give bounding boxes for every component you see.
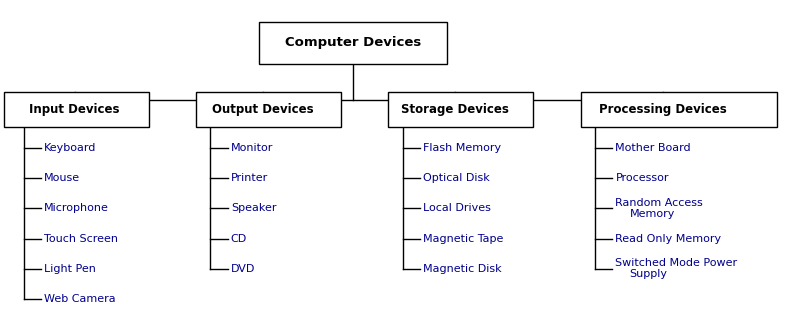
Text: Output Devices: Output Devices	[212, 103, 314, 116]
Text: Memory: Memory	[630, 209, 675, 219]
Text: Optical Disk: Optical Disk	[423, 173, 490, 183]
Text: Web Camera: Web Camera	[44, 294, 115, 304]
FancyBboxPatch shape	[581, 92, 777, 127]
Text: Speaker: Speaker	[231, 203, 276, 213]
Text: Monitor: Monitor	[231, 143, 273, 153]
Text: Processing Devices: Processing Devices	[600, 103, 727, 116]
Text: CD: CD	[231, 233, 247, 244]
Text: Supply: Supply	[630, 269, 667, 280]
Text: Switched Mode Power: Switched Mode Power	[615, 258, 738, 268]
Text: Magnetic Tape: Magnetic Tape	[423, 233, 503, 244]
Text: Mother Board: Mother Board	[615, 143, 691, 153]
Text: Mouse: Mouse	[44, 173, 80, 183]
Text: Computer Devices: Computer Devices	[285, 37, 422, 49]
Text: Magnetic Disk: Magnetic Disk	[423, 264, 502, 274]
Text: Random Access: Random Access	[615, 197, 703, 208]
FancyBboxPatch shape	[259, 22, 447, 64]
Text: Processor: Processor	[615, 173, 669, 183]
FancyBboxPatch shape	[388, 92, 533, 127]
FancyBboxPatch shape	[4, 92, 149, 127]
Text: Read Only Memory: Read Only Memory	[615, 233, 721, 244]
Text: Microphone: Microphone	[44, 203, 109, 213]
Text: Printer: Printer	[231, 173, 268, 183]
Text: Touch Screen: Touch Screen	[44, 233, 118, 244]
Text: Storage Devices: Storage Devices	[401, 103, 509, 116]
Text: Keyboard: Keyboard	[44, 143, 97, 153]
Text: Input Devices: Input Devices	[29, 103, 120, 116]
Text: DVD: DVD	[231, 264, 255, 274]
Text: Flash Memory: Flash Memory	[423, 143, 502, 153]
Text: Light Pen: Light Pen	[44, 264, 96, 274]
FancyBboxPatch shape	[196, 92, 341, 127]
Text: Local Drives: Local Drives	[423, 203, 491, 213]
